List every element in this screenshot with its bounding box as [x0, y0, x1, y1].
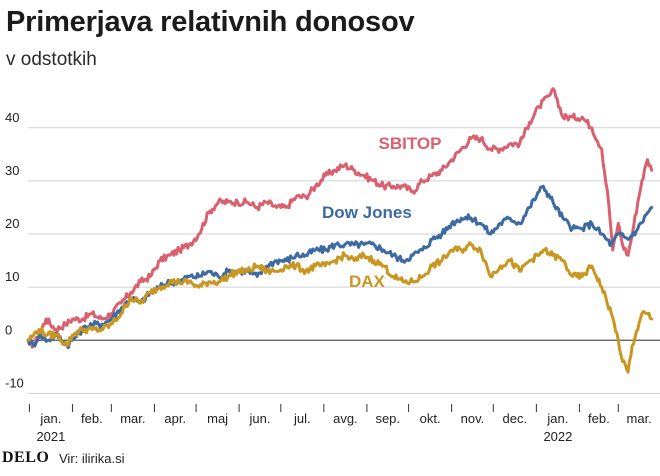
x-tick-label: maj — [207, 411, 228, 426]
x-tick-label: dec. — [503, 411, 528, 426]
x-tick-label: feb. — [81, 411, 103, 426]
series-label-dow-jones: Dow Jones — [322, 203, 412, 222]
y-tick-label: 40 — [5, 110, 19, 125]
series-label-dax: DAX — [349, 272, 386, 291]
series-line-dax — [26, 241, 654, 374]
x-tick-label: jun. — [248, 411, 270, 426]
series-lines — [26, 87, 654, 374]
x-tick-label: okt. — [420, 411, 441, 426]
x-tick-label: jul. — [293, 411, 311, 426]
y-axis-tick-labels: -10 0 10 20 30 40 — [5, 110, 24, 391]
series-line-sbitop — [26, 87, 654, 349]
x-tick-label: nov. — [461, 411, 485, 426]
publisher-logo: DELO — [2, 449, 50, 466]
x-year-label: 2022 — [543, 429, 572, 444]
x-tick-label: jan. — [39, 411, 61, 426]
gridlines — [28, 127, 660, 394]
y-tick-label: 10 — [5, 269, 19, 284]
y-tick-label: 20 — [5, 216, 19, 231]
chart-subtitle: v odstotkih — [6, 49, 97, 70]
y-tick-label: 30 — [5, 163, 19, 178]
x-tick-label: avg. — [333, 411, 358, 426]
x-axis: jan. 2021 feb. mar. apr. maj jun. jul. avg. sep. o… — [28, 404, 652, 444]
series-labels: SBITOP Dow Jones DAX — [322, 134, 441, 291]
x-tick-label: mar. — [627, 411, 652, 426]
source-note: Vir: ilirika.si — [59, 451, 125, 466]
y-tick-label: 0 — [5, 322, 12, 337]
x-tick-label: mar. — [120, 411, 145, 426]
series-label-sbitop: SBITOP — [378, 134, 441, 153]
chart-title: Primerjava relativnih donosov — [6, 6, 415, 38]
x-tick-label: apr. — [164, 411, 186, 426]
x-year-label: 2021 — [36, 429, 65, 444]
y-tick-label: -10 — [5, 375, 24, 390]
x-tick-label: sep. — [375, 411, 400, 426]
x-tick-label: jan. — [546, 411, 568, 426]
x-tick-label: feb. — [588, 411, 610, 426]
